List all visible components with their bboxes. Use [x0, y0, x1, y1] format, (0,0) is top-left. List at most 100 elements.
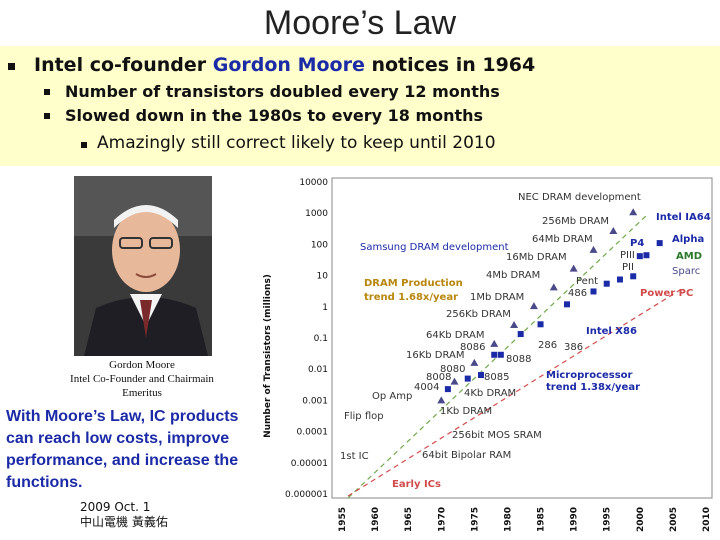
annotation-nec: NEC DRAM development	[518, 192, 641, 203]
y-tick-label: 10	[317, 272, 329, 282]
annotation-d256kb: 256Kb DRAM	[446, 309, 511, 320]
annotation-dram_prod: DRAM Production	[364, 278, 463, 289]
x-tick-label: 1990	[570, 507, 580, 532]
data-point-square	[464, 375, 471, 382]
moores-law-chart: Number of Transistors (millions) 1000010…	[263, 177, 713, 532]
line1-post: notices in 1964	[364, 54, 536, 76]
annotation-d256mb: 256Mb DRAM	[542, 216, 609, 227]
caption-role-2: Emeritus	[122, 387, 162, 399]
line1-name: Gordon Moore	[212, 54, 365, 76]
data-point-triangle	[529, 302, 538, 310]
annotation-micro: Microprocessor	[546, 370, 633, 381]
data-point-square	[643, 252, 650, 259]
data-point-square	[444, 386, 451, 393]
annotation-pent: Pent	[576, 276, 598, 287]
annotation-samsung: Samsung DRAM development	[360, 242, 509, 253]
bullet-line-1: Intel co-founder Gordon Moore notices in…	[34, 54, 535, 76]
data-point-triangle	[490, 339, 499, 347]
x-tick-label: 1970	[437, 507, 447, 532]
annotation-bipolar: 64bit Bipolar RAM	[422, 450, 511, 461]
data-point-square	[656, 240, 663, 247]
annotation-i386: 386	[564, 342, 583, 353]
annotation-pii: PII	[622, 262, 634, 273]
caption-name: Gordon Moore	[109, 359, 175, 371]
data-point-square	[590, 288, 597, 295]
x-ticks: 1955 1960 1965 1970 1975 1980 1985 1990 1995 2000…	[338, 507, 712, 532]
annotation-intel_ia64: Intel IA64	[656, 212, 711, 223]
data-point-square	[477, 372, 484, 379]
y-tick-label: 0.001	[302, 396, 328, 406]
annotation-opamp: Op Amp	[372, 391, 412, 402]
data-point-square	[630, 273, 637, 280]
y-tick-label: 1000	[305, 209, 328, 219]
author-text: 中山電機 黃義佑	[80, 515, 168, 529]
y-tick-label: 10000	[299, 178, 328, 188]
slide-title: Moore’s Law	[263, 4, 457, 42]
bullet-line-2: Number of transistors doubled every 12 m…	[65, 82, 500, 101]
annotation-micro_trend: trend 1.38x/year	[546, 382, 640, 393]
annotation-sparc: Sparc	[672, 266, 700, 277]
annotation-i8080: 8080	[440, 364, 465, 375]
x-tick-label: 1985	[537, 507, 547, 532]
data-point-square	[497, 351, 504, 358]
data-point-triangle	[450, 377, 459, 385]
bullet-marker	[44, 89, 50, 95]
annotation-early: Early ICs	[392, 479, 441, 490]
annotation-i4004: 4004	[414, 382, 439, 393]
annotation-powerpc: Power PC	[640, 288, 693, 299]
data-point-triangle	[629, 208, 638, 216]
bullet-band	[0, 46, 720, 166]
y-tick-label: 100	[311, 240, 328, 250]
caption-role: Intel Co-Founder and Chairmain	[70, 373, 214, 385]
data-point-triangle	[470, 358, 479, 366]
annotation-intel_x86: Intel X86	[586, 326, 637, 337]
date-text: 2009 Oct. 1	[80, 500, 151, 514]
annotation-i8088: 8088	[506, 354, 531, 365]
data-point-square	[537, 321, 544, 328]
chart-frame	[331, 177, 713, 499]
x-tick-label: 1965	[404, 507, 414, 532]
data-marks	[437, 208, 663, 404]
y-tick-label: 0.01	[308, 365, 328, 375]
bullet-line-4: Amazingly still correct likely to keep u…	[97, 133, 496, 153]
x-tick-label: 1980	[503, 507, 513, 532]
y-tick-label: 0.0001	[297, 428, 329, 438]
x-tick-label: 2005	[669, 507, 679, 532]
x-tick-label: 1960	[371, 507, 381, 532]
annotation-d64mb: 64Mb DRAM	[532, 234, 593, 245]
data-point-triangle	[437, 396, 446, 404]
annotation-p4: P4	[630, 238, 644, 249]
data-point-triangle	[609, 227, 618, 235]
data-point-triangle	[510, 320, 519, 328]
annotation-i8086: 8086	[460, 342, 485, 353]
annotation-ic1: 1st IC	[340, 451, 369, 462]
data-point-square	[636, 253, 643, 260]
annotation-alpha: Alpha	[672, 234, 704, 245]
y-tick-label: 1	[322, 303, 328, 313]
data-point-square	[564, 301, 571, 308]
gordon-moore-photo	[74, 176, 212, 356]
line1-pre: Intel co-founder	[34, 54, 213, 76]
annotation-d4kb: 4Kb DRAM	[464, 388, 516, 399]
chart-y-axis-label: Number of Transistors (millions)	[263, 274, 273, 438]
annotation-sram: 256bit MOS SRAM	[452, 430, 542, 441]
bullet-marker	[44, 113, 50, 119]
annotation-i8008: 8008	[426, 372, 451, 383]
annotation-i8085: 8085	[484, 372, 509, 383]
annotation-d16kb: 16Kb DRAM	[406, 350, 465, 361]
annotation-d1mb: 1Mb DRAM	[470, 292, 524, 303]
x-tick-label: 2010	[702, 507, 712, 532]
photo-caption: Gordon Moore Intel Co-Founder and Chairm…	[54, 358, 230, 400]
annotation-flipflop: Flip flop	[344, 411, 384, 422]
annotation-dram_trend: trend 1.68x/year	[364, 292, 458, 303]
data-point-triangle	[549, 283, 558, 291]
annotation-d4mb: 4Mb DRAM	[486, 270, 540, 281]
x-tick-label: 1955	[338, 507, 348, 532]
x-tick-label: 1995	[603, 507, 613, 532]
moores-law-note: With Moore’s Law, IC products can reach …	[6, 408, 239, 491]
x-tick-label: 2000	[636, 507, 646, 532]
y-tick-label: 0.1	[314, 334, 328, 344]
annotation-d16mb: 16Mb DRAM	[506, 252, 567, 263]
annotation-i486: 486	[568, 288, 587, 299]
data-point-triangle	[569, 264, 578, 272]
